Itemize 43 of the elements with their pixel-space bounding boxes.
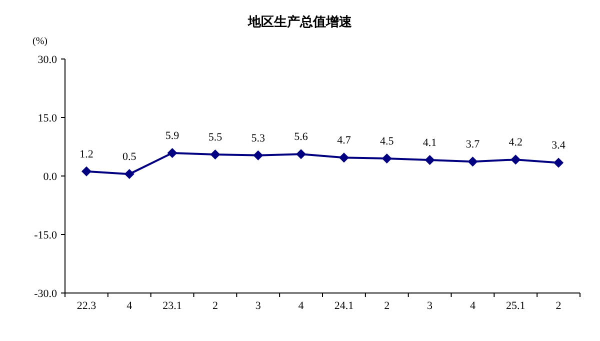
x-tick-label: 24.1 (334, 300, 354, 312)
data-label: 3.7 (466, 138, 480, 151)
point (382, 153, 392, 164)
data-label: 5.5 (208, 132, 223, 144)
point (338, 152, 349, 163)
point (81, 166, 92, 176)
x-tick-label: 2 (556, 300, 562, 312)
y-tick-label: 0.0 (43, 170, 58, 183)
data-label: 5.3 (251, 132, 266, 144)
point (424, 155, 435, 166)
data-label: 4.5 (380, 135, 394, 148)
data-label: 1.2 (80, 148, 94, 160)
x-tick-label: 23.1 (162, 300, 182, 312)
y-tick-label: 30.0 (38, 54, 58, 66)
x-tick-label: 2 (384, 300, 390, 312)
y-axis-title: (%) (32, 36, 48, 47)
data-label: 3.4 (552, 140, 566, 152)
chart-title: 地区生产总值增速 (247, 14, 353, 29)
y-tick-label: 15.0 (38, 112, 58, 124)
point (253, 150, 264, 160)
y-tick-label: -15.0 (34, 229, 58, 242)
y-tick-label: -30.0 (34, 288, 58, 300)
x-tick-label: 22.3 (76, 300, 97, 312)
point (296, 149, 306, 160)
point (554, 158, 564, 168)
data-label: 0.5 (122, 151, 137, 164)
data-label: 5.6 (294, 131, 308, 144)
point (167, 148, 178, 158)
data-label: 4.1 (422, 137, 437, 150)
point (210, 150, 220, 160)
point (510, 154, 521, 165)
x-tick-label: 3 (255, 300, 262, 312)
point (468, 156, 478, 167)
data-label: 4.7 (337, 134, 352, 147)
x-tick-label: 4 (126, 300, 133, 312)
point (124, 169, 134, 180)
data-label: 5.9 (165, 130, 180, 142)
x-tick-label: 4 (298, 300, 304, 312)
x-tick-label: 25.1 (506, 300, 526, 312)
x-tick-label: 2 (212, 300, 218, 312)
x-tick-label: 3 (427, 300, 434, 312)
x-tick-label: 4 (470, 300, 476, 312)
data-label: 4.2 (508, 136, 522, 149)
